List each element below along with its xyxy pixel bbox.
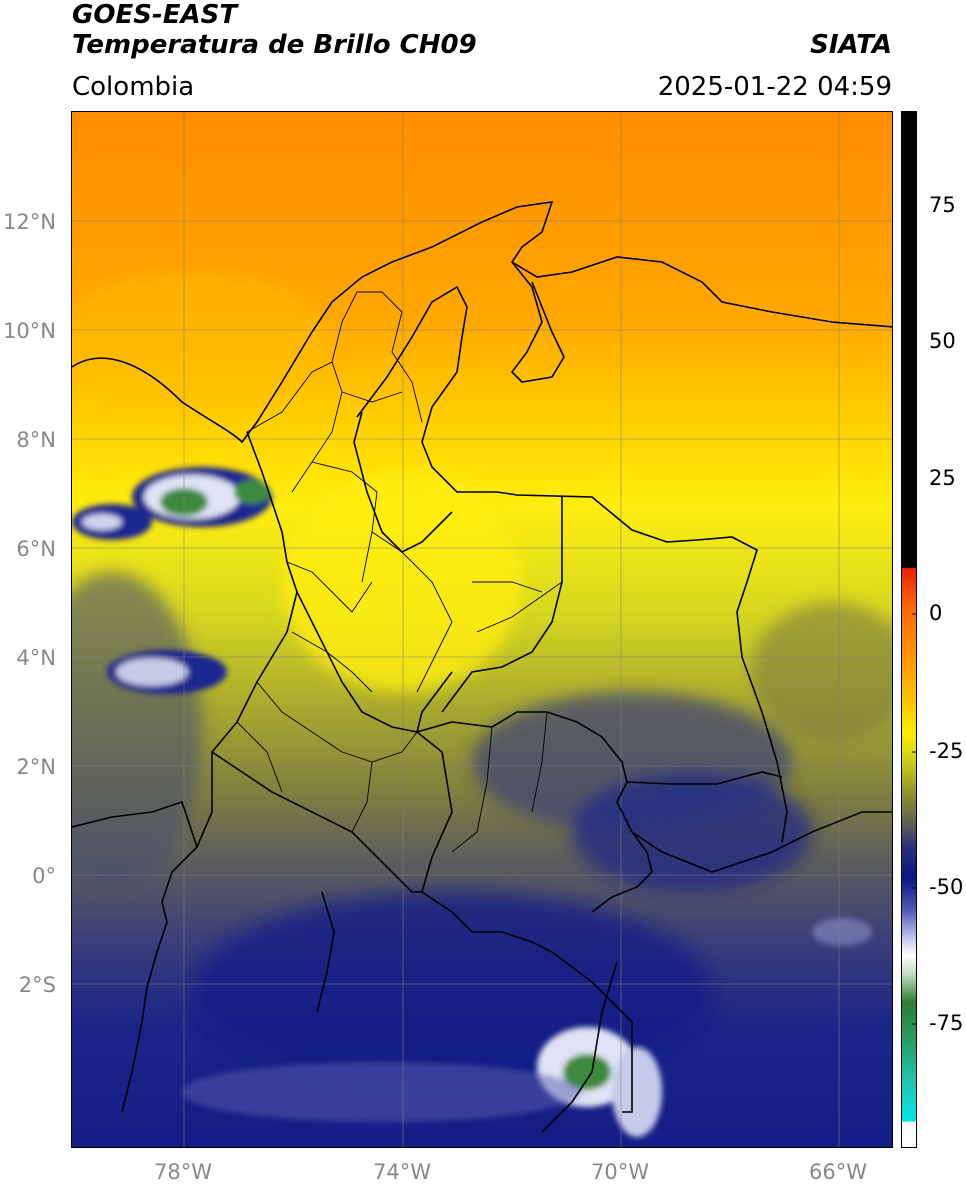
coastlines-and-borders (72, 201, 892, 1133)
colorbar (901, 111, 917, 1148)
departmental-borders (236, 291, 563, 853)
lat-tick-2s: 2°S (18, 973, 56, 997)
lat-tick-10n: 10°N (3, 319, 56, 343)
lat-tick-0: 0° (32, 864, 56, 888)
lat-tick-12n: 12°N (3, 210, 56, 234)
lon-tick-78w: 78°W (154, 1160, 212, 1184)
colorbar-svg (902, 112, 916, 1147)
lat-tick-4n: 4°N (16, 646, 56, 670)
product-title: Temperatura de Brillo CH09 (72, 30, 477, 60)
lon-tick-74w: 74°W (373, 1160, 431, 1184)
brightness-temperature-map (71, 111, 893, 1148)
colorbar-tick-neg50: -50 (929, 875, 964, 899)
lon-tick-70w: 70°W (591, 1160, 649, 1184)
colorbar-tick-neg25: -25 (929, 739, 964, 763)
lon-tick-66w: 66°W (809, 1160, 867, 1184)
satellite-title: GOES-EAST (72, 0, 238, 30)
cold-cloud-tops (72, 467, 872, 1137)
colorbar-tick-marks (912, 204, 916, 1025)
temperature-patches (72, 272, 892, 1092)
lat-tick-6n: 6°N (16, 537, 56, 561)
source-label: SIATA (810, 30, 892, 60)
lat-lon-grid (72, 112, 892, 1147)
colorbar-tick-neg75: -75 (929, 1011, 964, 1035)
colorbar-tick-75: 75 (929, 193, 956, 217)
lat-tick-2n: 2°N (16, 755, 56, 779)
lat-tick-8n: 8°N (16, 428, 56, 452)
colorbar-tick-0: 0 (929, 601, 943, 625)
colorbar-tick-25: 25 (929, 466, 956, 490)
map-svg (72, 112, 892, 1147)
colorbar-tick-50: 50 (929, 329, 956, 353)
datetime-label: 2025-01-22 04:59 (657, 72, 892, 102)
region-label: Colombia (72, 72, 195, 102)
